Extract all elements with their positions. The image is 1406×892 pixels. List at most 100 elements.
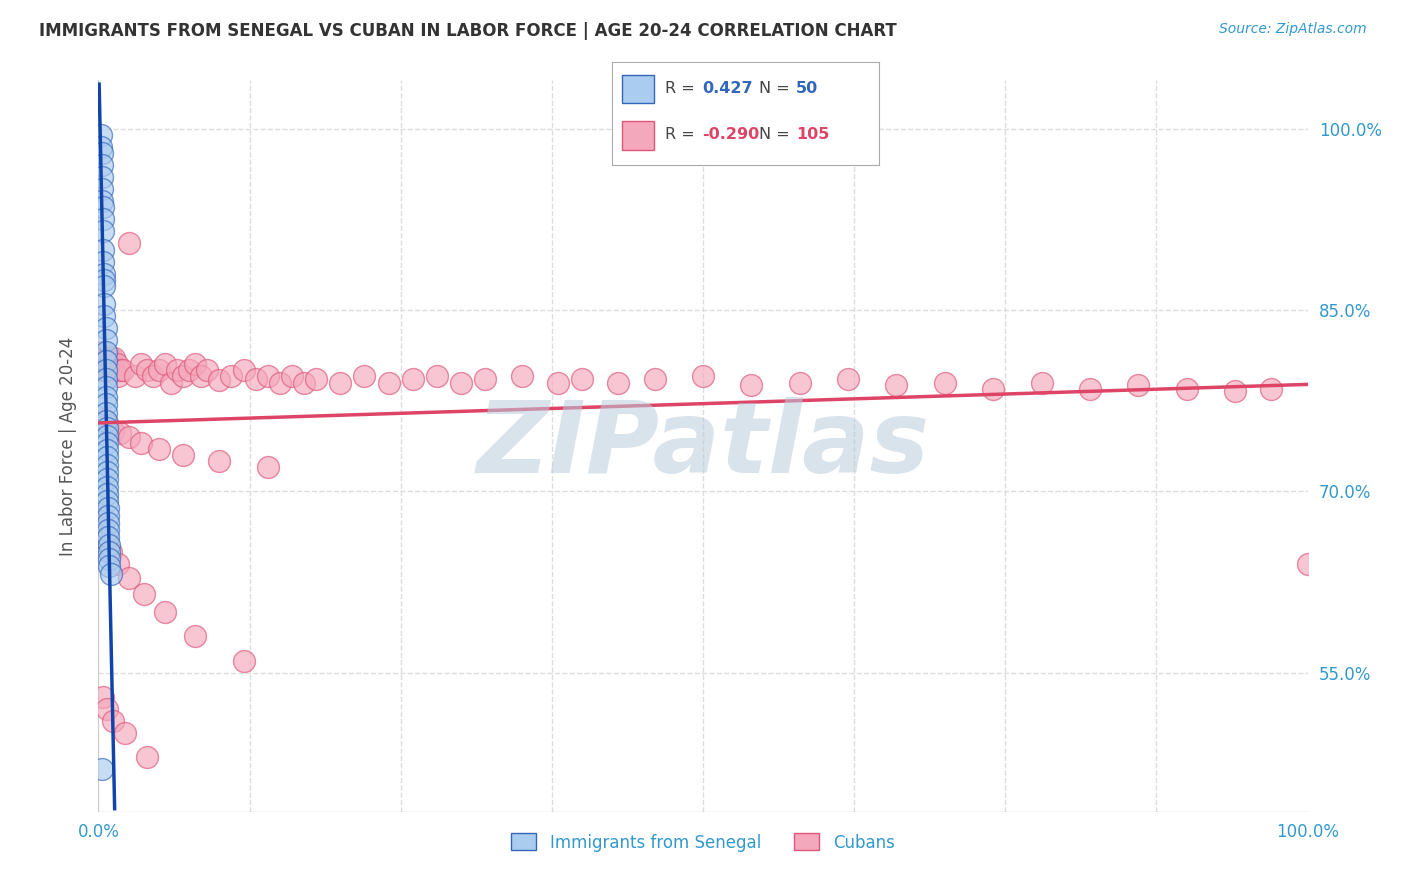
Point bbox=[90, 363, 112, 377]
Point bbox=[402, 372, 425, 386]
Point bbox=[96, 494, 118, 508]
Point bbox=[97, 523, 120, 537]
Point bbox=[101, 424, 124, 438]
Point bbox=[94, 363, 117, 377]
Point bbox=[114, 726, 136, 740]
Legend: Immigrants from Senegal, Cubans: Immigrants from Senegal, Cubans bbox=[505, 827, 901, 858]
Point bbox=[305, 372, 328, 386]
Point bbox=[1078, 382, 1101, 396]
Point bbox=[90, 128, 112, 142]
Point bbox=[105, 358, 128, 372]
Point bbox=[232, 363, 254, 377]
Point bbox=[96, 450, 118, 465]
Point bbox=[98, 552, 121, 566]
Point bbox=[184, 358, 207, 372]
Point bbox=[166, 363, 188, 377]
Point bbox=[179, 363, 201, 377]
Point bbox=[96, 436, 118, 450]
Point bbox=[644, 372, 666, 386]
Point bbox=[94, 321, 117, 335]
Point bbox=[118, 571, 141, 585]
Point bbox=[221, 369, 243, 384]
Point bbox=[256, 369, 278, 384]
Point bbox=[94, 358, 117, 372]
Text: R =: R = bbox=[665, 128, 700, 142]
Point bbox=[571, 372, 593, 386]
Point bbox=[232, 654, 254, 668]
Point bbox=[90, 140, 112, 154]
Point bbox=[208, 373, 231, 387]
Point bbox=[135, 363, 157, 377]
Point bbox=[94, 372, 117, 386]
Text: R =: R = bbox=[665, 81, 700, 96]
Point bbox=[103, 351, 125, 366]
Point bbox=[94, 353, 117, 368]
Point bbox=[93, 349, 115, 363]
Point bbox=[789, 376, 811, 390]
Point bbox=[96, 358, 118, 372]
Point bbox=[142, 369, 165, 384]
Point bbox=[108, 426, 131, 441]
Point bbox=[91, 200, 114, 214]
Point bbox=[91, 243, 114, 257]
Point bbox=[91, 690, 114, 704]
Point bbox=[91, 518, 114, 533]
Point bbox=[208, 454, 231, 468]
Point bbox=[100, 363, 122, 377]
Point bbox=[135, 750, 157, 764]
Text: ZIPatlas: ZIPatlas bbox=[477, 398, 929, 494]
Point bbox=[886, 378, 908, 392]
Point bbox=[118, 430, 141, 444]
Point bbox=[94, 380, 117, 394]
Point bbox=[93, 309, 115, 323]
Point bbox=[837, 372, 859, 386]
Point bbox=[91, 358, 114, 372]
Point bbox=[96, 421, 118, 435]
Point bbox=[91, 353, 114, 368]
Point bbox=[195, 363, 218, 377]
Point bbox=[97, 516, 120, 530]
Point bbox=[118, 236, 141, 251]
Point bbox=[377, 376, 399, 390]
Point bbox=[184, 629, 207, 643]
Point bbox=[96, 465, 118, 479]
Point bbox=[607, 376, 630, 390]
Point bbox=[96, 472, 118, 486]
Point bbox=[329, 376, 352, 390]
Text: N =: N = bbox=[759, 128, 794, 142]
Point bbox=[97, 351, 120, 366]
Point bbox=[100, 358, 122, 372]
Point bbox=[93, 278, 115, 293]
Point bbox=[172, 369, 194, 384]
Point bbox=[94, 353, 117, 368]
Point bbox=[91, 763, 114, 777]
Point bbox=[129, 358, 152, 372]
Point bbox=[94, 397, 117, 411]
Point bbox=[101, 714, 124, 728]
Point bbox=[100, 566, 122, 581]
Bar bbox=[623, 75, 654, 103]
Point bbox=[93, 297, 115, 311]
Point bbox=[91, 345, 114, 359]
Point bbox=[93, 353, 115, 368]
Point bbox=[107, 557, 129, 571]
Point bbox=[108, 363, 131, 377]
Point bbox=[91, 158, 114, 172]
Point bbox=[97, 417, 120, 432]
Point bbox=[450, 376, 472, 390]
Point bbox=[91, 254, 114, 268]
Point bbox=[94, 390, 117, 404]
Point bbox=[93, 412, 115, 426]
Y-axis label: In Labor Force | Age 20-24: In Labor Force | Age 20-24 bbox=[59, 336, 77, 556]
Point bbox=[153, 358, 176, 372]
Point bbox=[100, 545, 122, 559]
Text: -0.290: -0.290 bbox=[703, 128, 759, 142]
Point bbox=[91, 363, 114, 377]
Point bbox=[281, 369, 304, 384]
Point bbox=[96, 428, 118, 442]
Point bbox=[93, 267, 115, 281]
Point bbox=[100, 351, 122, 366]
Point bbox=[292, 376, 315, 390]
Point bbox=[1175, 382, 1198, 396]
Point bbox=[353, 369, 375, 384]
